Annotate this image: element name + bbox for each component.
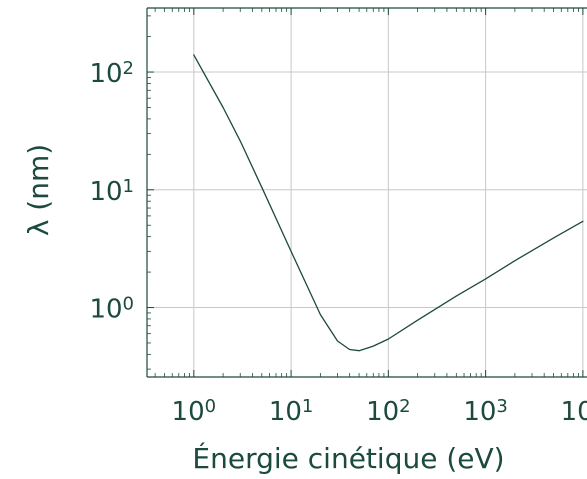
- series-line: [193, 54, 584, 352]
- y-tick-labels: 100 101 102: [89, 59, 134, 325]
- series-layer: [193, 54, 584, 352]
- y-tick-label: 102: [89, 59, 134, 90]
- x-tick-label: 103: [463, 396, 508, 427]
- plot-frame: [146, 7, 587, 378]
- y-tick-label: 100: [89, 294, 134, 325]
- x-tick-label: 101: [269, 396, 314, 427]
- major-ticks: [147, 8, 584, 377]
- minor-ticks: [147, 8, 579, 377]
- x-tick-labels: 100 101 102 103 104: [172, 396, 587, 427]
- y-tick-label: 101: [89, 176, 134, 207]
- x-tick-label: 104: [561, 396, 587, 427]
- x-tick-label: 100: [172, 396, 217, 427]
- grid: [147, 8, 587, 377]
- x-axis-label: Énergie cinétique (eV): [192, 441, 504, 475]
- y-axis-label: λ (nm): [22, 144, 55, 236]
- x-tick-label: 102: [366, 396, 411, 427]
